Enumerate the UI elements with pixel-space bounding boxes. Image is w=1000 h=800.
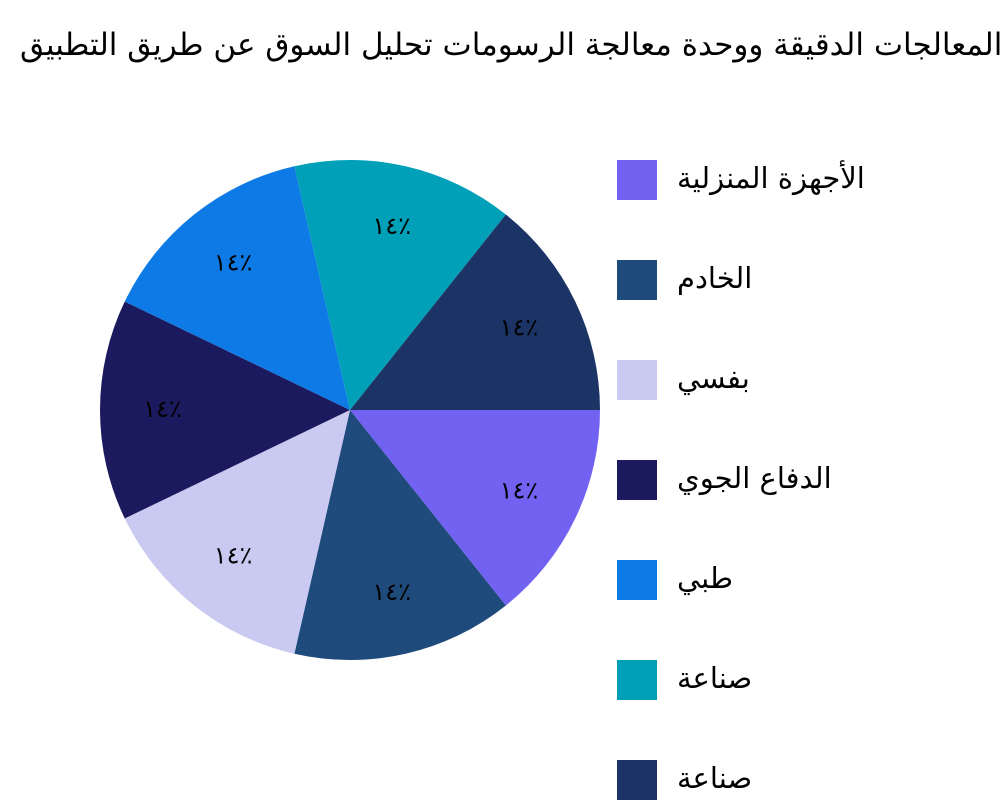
legend-swatch: [617, 160, 657, 200]
pie-slice: [350, 410, 600, 606]
pie-slice: [100, 301, 350, 519]
legend-swatch: [617, 260, 657, 300]
pie-slice: [124, 410, 350, 654]
slice-label: ١٤٪: [214, 542, 253, 570]
legend-label: الدفاع الجوي: [677, 461, 832, 495]
pie-slice: [124, 166, 350, 410]
legend-swatch: [617, 460, 657, 500]
slice-label: ١٤٪: [500, 314, 539, 342]
pie-slice: [350, 214, 600, 410]
legend-label: الخادم: [677, 261, 752, 295]
legend-label: صناعة: [677, 761, 752, 795]
legend-label: الأجهزة المنزلية: [677, 159, 865, 195]
legend-swatch: [617, 360, 657, 400]
slice-label: ١٤٪: [214, 248, 253, 276]
legend-swatch: [617, 660, 657, 700]
slice-label: ١٤٪: [143, 395, 182, 423]
legend-swatch: [617, 560, 657, 600]
chart-title: المعالجات الدقيقة ووحدة معالجة الرسومات …: [20, 27, 1000, 63]
legend-label: طبي: [677, 561, 733, 596]
pie-slice: [294, 159, 506, 410]
slice-label: ١٤٪: [372, 212, 411, 240]
slice-label: ١٤٪: [500, 476, 539, 504]
legend-swatch: [617, 760, 657, 800]
pie-slice: [294, 410, 506, 661]
slice-label: ١٤٪: [372, 578, 411, 606]
legend-label: صناعة: [677, 661, 752, 695]
legend-label: بفسي: [677, 361, 750, 396]
